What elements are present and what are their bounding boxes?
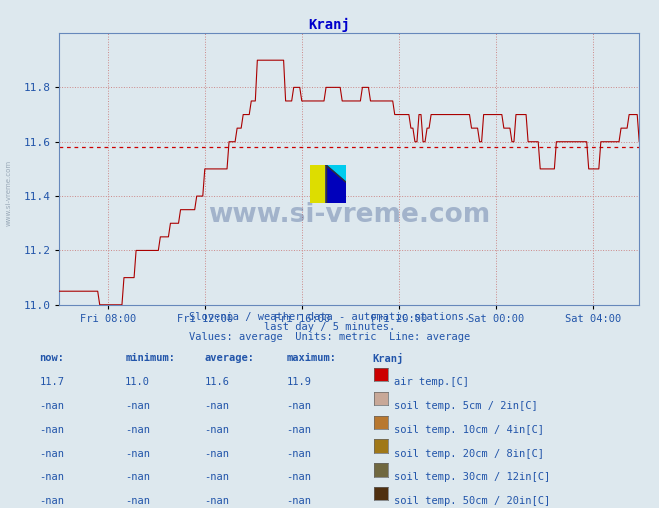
Text: soil temp. 10cm / 4in[C]: soil temp. 10cm / 4in[C] [394, 425, 544, 435]
Text: Kranj: Kranj [372, 353, 403, 364]
Text: -nan: -nan [287, 472, 312, 483]
Text: air temp.[C]: air temp.[C] [394, 377, 469, 387]
Text: soil temp. 50cm / 20in[C]: soil temp. 50cm / 20in[C] [394, 496, 550, 506]
Text: last day / 5 minutes.: last day / 5 minutes. [264, 322, 395, 332]
Text: soil temp. 30cm / 12in[C]: soil temp. 30cm / 12in[C] [394, 472, 550, 483]
Text: -nan: -nan [125, 496, 150, 506]
Text: -nan: -nan [287, 401, 312, 411]
Text: -nan: -nan [125, 425, 150, 435]
Text: www.si-vreme.com: www.si-vreme.com [208, 202, 490, 228]
Text: -nan: -nan [40, 449, 65, 459]
Text: -nan: -nan [204, 472, 229, 483]
Text: -nan: -nan [40, 401, 65, 411]
Text: -nan: -nan [40, 496, 65, 506]
Text: 11.9: 11.9 [287, 377, 312, 387]
Text: -nan: -nan [204, 496, 229, 506]
Text: now:: now: [40, 353, 65, 363]
Text: -nan: -nan [204, 425, 229, 435]
Text: 11.6: 11.6 [204, 377, 229, 387]
Text: -nan: -nan [287, 496, 312, 506]
Text: -nan: -nan [40, 472, 65, 483]
Text: Values: average  Units: metric  Line: average: Values: average Units: metric Line: aver… [189, 332, 470, 342]
Text: 11.7: 11.7 [40, 377, 65, 387]
Text: -nan: -nan [125, 449, 150, 459]
Polygon shape [326, 165, 346, 203]
Text: soil temp. 20cm / 8in[C]: soil temp. 20cm / 8in[C] [394, 449, 544, 459]
Polygon shape [326, 165, 346, 182]
Text: -nan: -nan [287, 425, 312, 435]
Text: -nan: -nan [204, 449, 229, 459]
Text: 11.0: 11.0 [125, 377, 150, 387]
Text: Slovenia / weather data - automatic stations.: Slovenia / weather data - automatic stat… [189, 312, 470, 322]
Text: soil temp. 5cm / 2in[C]: soil temp. 5cm / 2in[C] [394, 401, 538, 411]
Text: -nan: -nan [287, 449, 312, 459]
Text: Kranj: Kranj [308, 18, 351, 32]
Text: maximum:: maximum: [287, 353, 337, 363]
Text: -nan: -nan [40, 425, 65, 435]
Text: -nan: -nan [204, 401, 229, 411]
Text: -nan: -nan [125, 472, 150, 483]
Text: -nan: -nan [125, 401, 150, 411]
Text: minimum:: minimum: [125, 353, 175, 363]
Text: average:: average: [204, 353, 254, 363]
Text: www.si-vreme.com: www.si-vreme.com [5, 160, 11, 226]
